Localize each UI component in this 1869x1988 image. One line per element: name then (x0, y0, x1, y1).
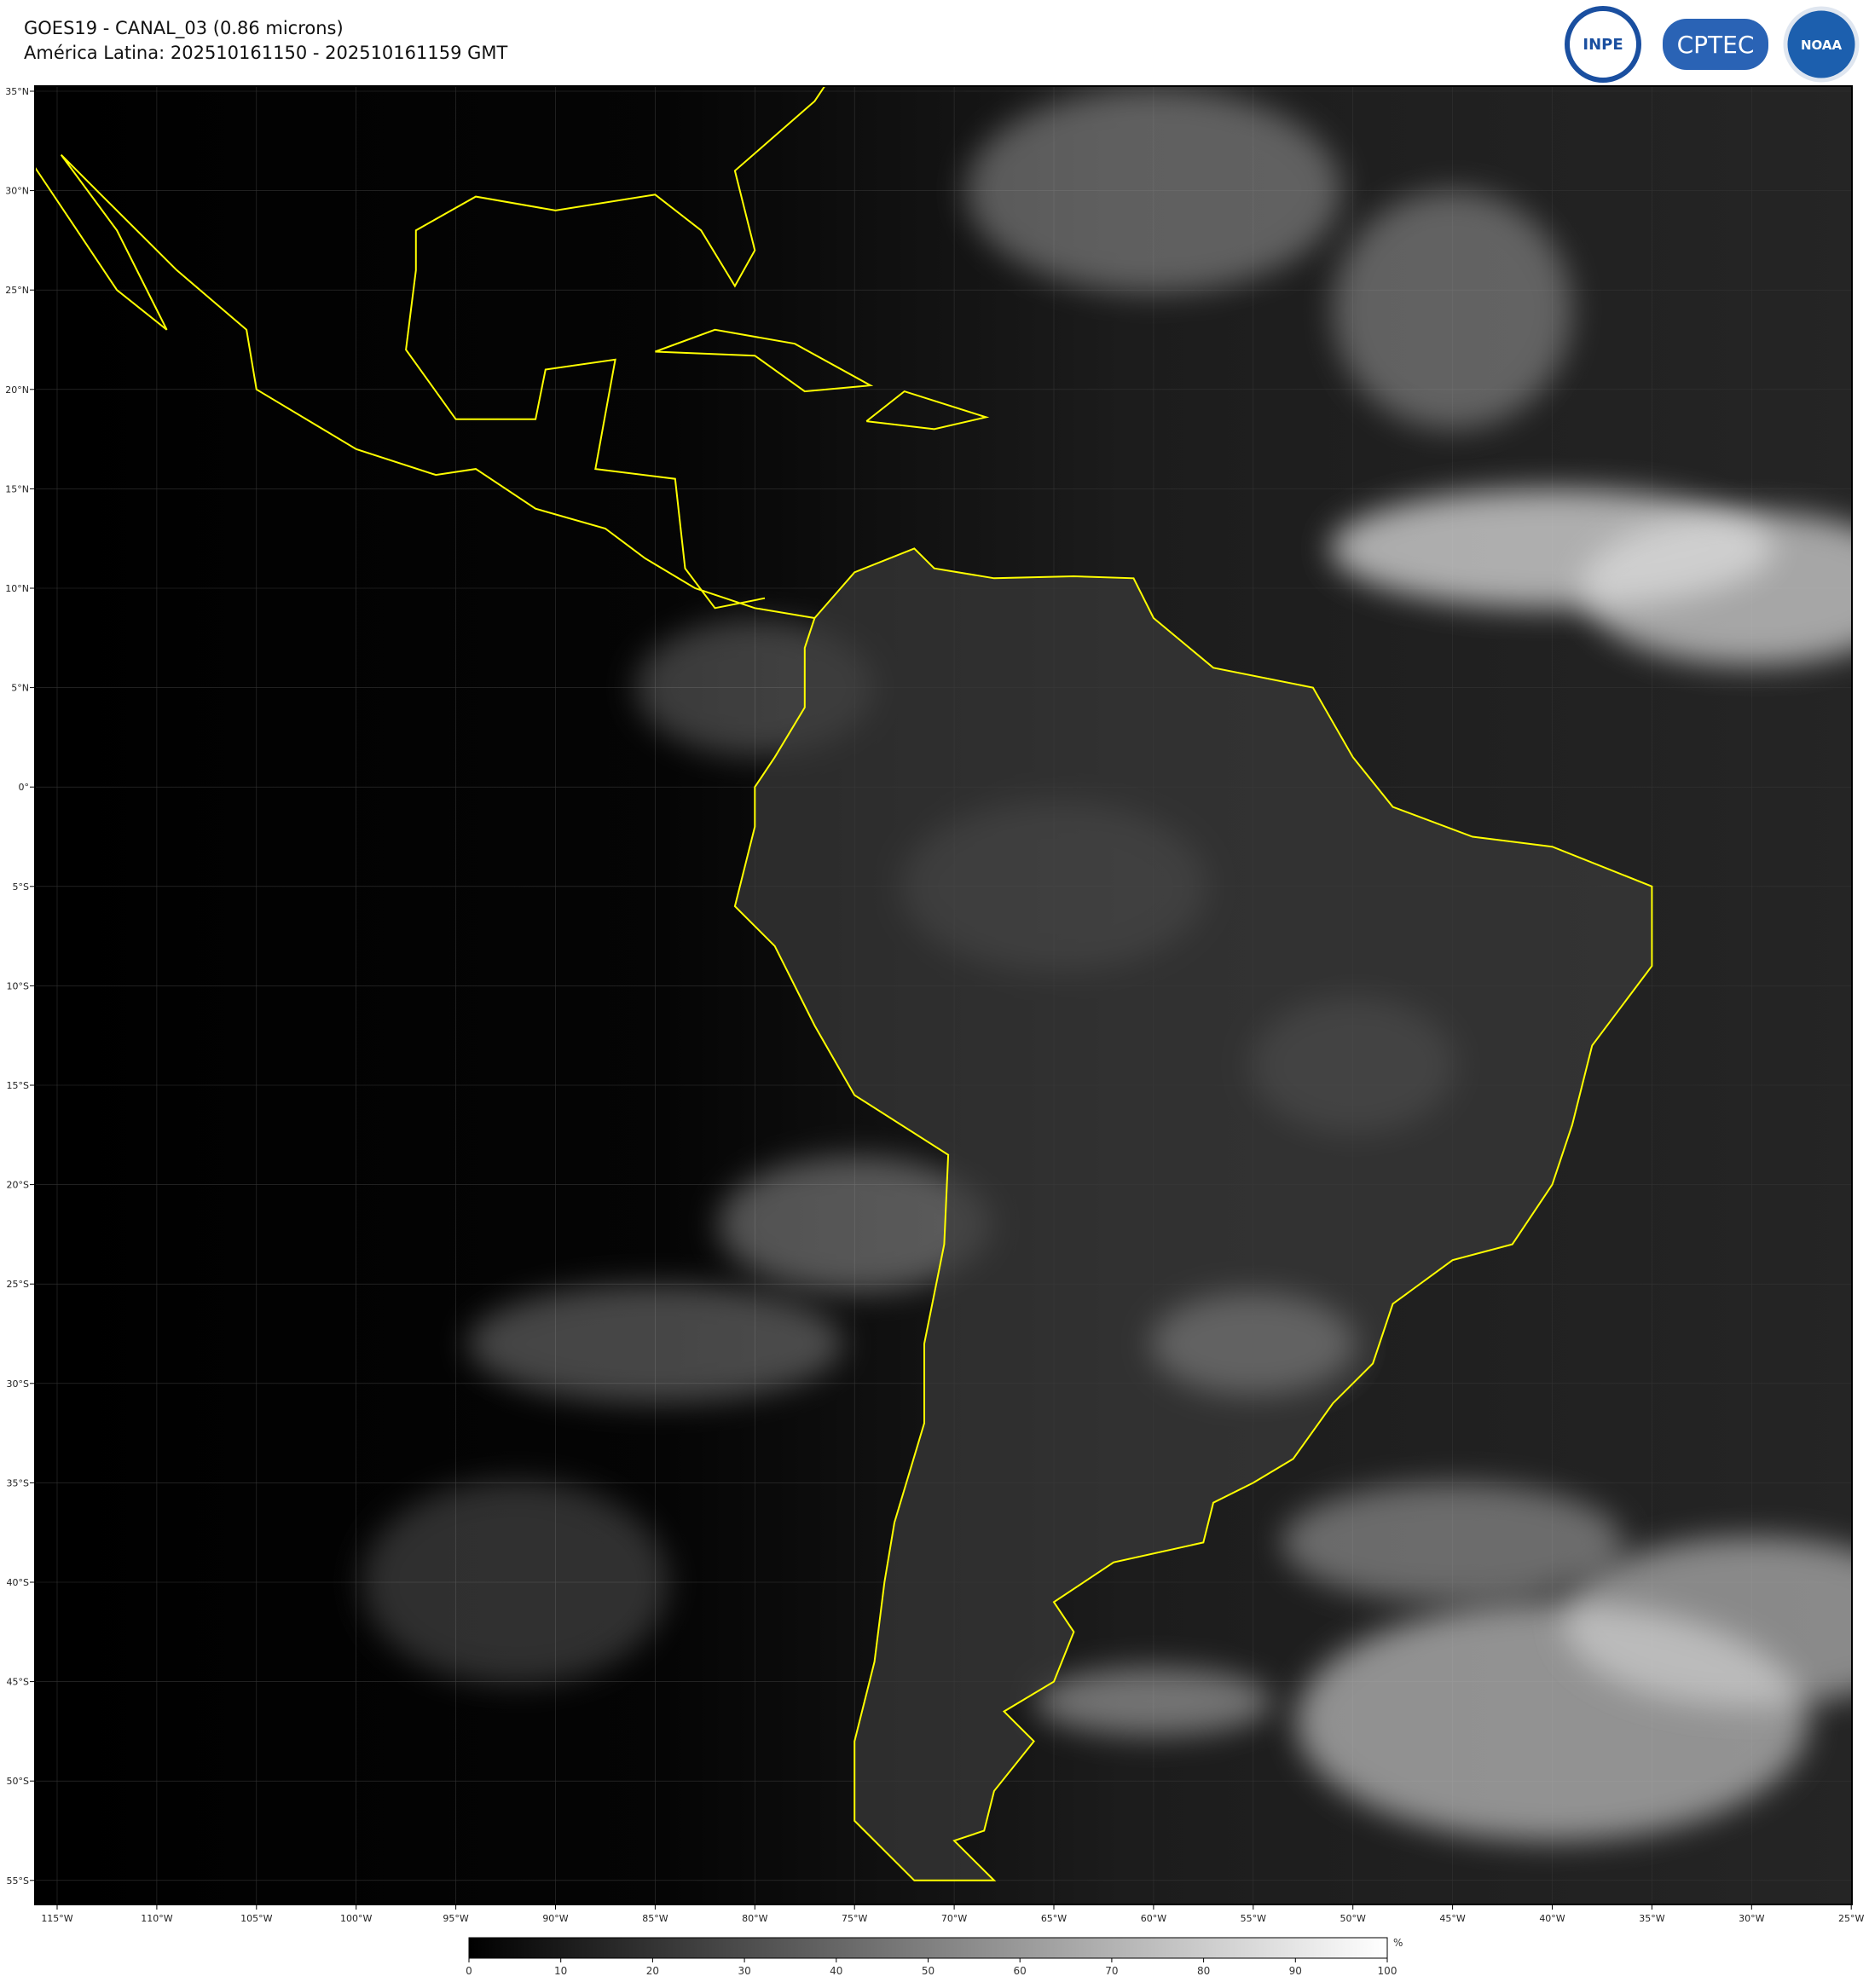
lon-label: 60°W (1141, 1913, 1166, 1924)
lon-label: 110°W (141, 1913, 172, 1924)
cloud (1282, 1482, 1623, 1603)
lon-label: 25°W (1838, 1913, 1864, 1924)
lat-label: 25°S (7, 1279, 29, 1290)
colorbar-label: 80 (1197, 1965, 1210, 1977)
title: GOES19 - CANAL_03 (0.86 microns) (24, 18, 344, 39)
logo-text: CPTEC (1677, 31, 1755, 59)
cloud (1333, 190, 1572, 430)
lon-label: 115°W (41, 1913, 72, 1924)
lon-label: 30°W (1739, 1913, 1764, 1924)
lon-label: 100°W (340, 1913, 372, 1924)
colorbar-label: 70 (1105, 1965, 1118, 1977)
lon-label: 65°W (1041, 1913, 1067, 1924)
cloud (1033, 1667, 1273, 1736)
lon-label: 95°W (443, 1913, 468, 1924)
lon-label: 75°W (842, 1913, 867, 1924)
coastline (405, 86, 826, 610)
cloud (718, 1156, 992, 1293)
colorbar-label: 30 (738, 1965, 750, 1977)
lon-label: 45°W (1439, 1913, 1465, 1924)
lat-label: 10°N (5, 583, 29, 594)
lat-label: 10°S (7, 980, 29, 991)
lat-label: 30°N (5, 186, 29, 197)
lat-label: 35°S (7, 1477, 29, 1488)
lat-label: 25°N (5, 285, 29, 296)
logo-text: INPE (1583, 36, 1623, 54)
lon-label: 40°W (1539, 1913, 1565, 1924)
coastline (865, 390, 990, 431)
colorbar-unit: % (1393, 1937, 1403, 1949)
coastline (655, 328, 874, 393)
map (35, 86, 1852, 1904)
coastline (35, 153, 815, 619)
lat-label: 20°S (7, 1180, 29, 1191)
colorbar-label: 0 (466, 1965, 472, 1977)
logo-text: NOAA (1801, 38, 1843, 53)
colorbar-label: 40 (830, 1965, 842, 1977)
lat-label: 5°S (13, 881, 29, 893)
lon-label: 35°W (1639, 1913, 1664, 1924)
cloud (362, 1480, 669, 1685)
land (734, 548, 1652, 1881)
lon-label: 90°W (542, 1913, 568, 1924)
colorbar-label: 100 (1378, 1965, 1397, 1977)
lat-label: 5°N (11, 683, 29, 694)
lat-label: 55°S (7, 1875, 29, 1887)
colorbar-label: 20 (646, 1965, 659, 1977)
cptec-logo (1663, 19, 1768, 70)
cloud (1581, 511, 1852, 665)
lon-label: 70°W (941, 1913, 967, 1924)
colorbar-label: 50 (922, 1965, 934, 1977)
logos: INPE CPTEC NOAA (1565, 6, 1860, 83)
colorbar-label: 90 (1289, 1965, 1302, 1977)
lat-label: 15°N (5, 483, 29, 494)
colorbar-label: 10 (554, 1965, 567, 1977)
cloud (965, 88, 1341, 293)
lat-label: 15°S (7, 1080, 29, 1091)
lat-label: 50°S (7, 1776, 29, 1787)
coastline (733, 547, 1653, 1881)
lat-label: 0° (19, 782, 30, 793)
lat-label: 20°N (5, 384, 29, 396)
lat-label: 40°S (7, 1577, 29, 1588)
cloud (467, 1284, 843, 1404)
colorbar-label: 60 (1014, 1965, 1027, 1977)
noaa-logo (1783, 6, 1860, 83)
subtitle: América Latina: 202510161150 - 202510161… (24, 43, 508, 63)
lat-label: 35°N (5, 86, 29, 97)
map-frame (34, 85, 1853, 1905)
lat-label: 45°S (7, 1677, 29, 1688)
colorbar (468, 1937, 1388, 1959)
lon-label: 105°W (240, 1913, 272, 1924)
lat-label: 30°S (7, 1378, 29, 1390)
lon-label: 85°W (642, 1913, 668, 1924)
lon-label: 80°W (742, 1913, 767, 1924)
cloud (1564, 1536, 1852, 1708)
lon-label: 50°W (1340, 1913, 1366, 1924)
inpe-logo (1565, 6, 1641, 83)
lon-label: 55°W (1241, 1913, 1266, 1924)
